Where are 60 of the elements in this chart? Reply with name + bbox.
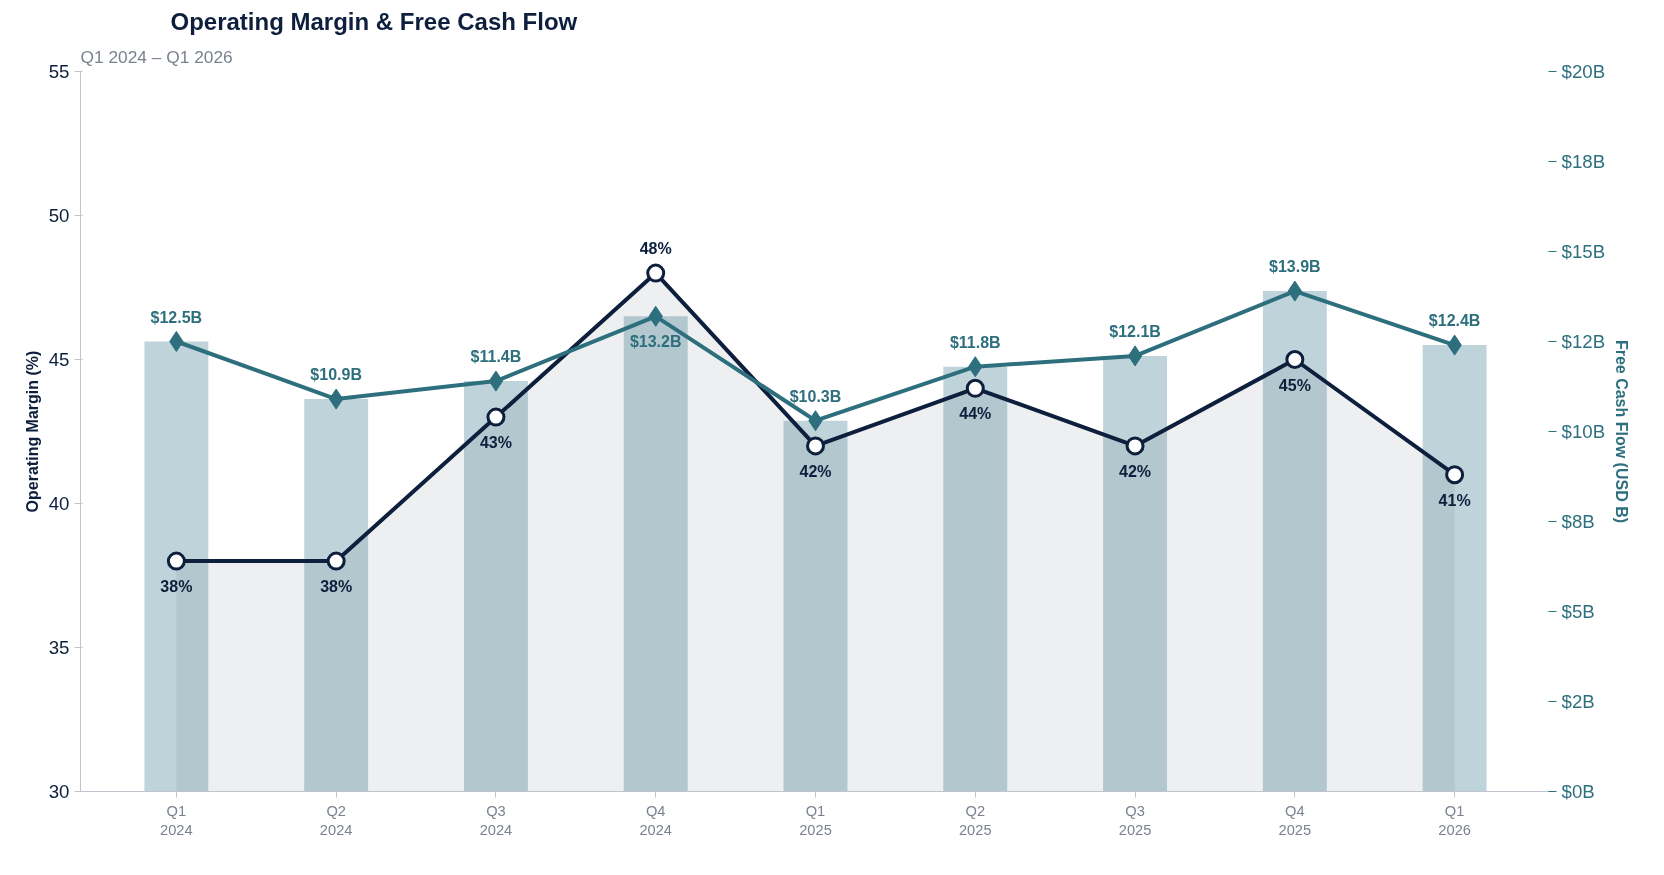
point (488, 370, 504, 392)
point (965, 378, 985, 398)
y2-tick-label: $10B (1561, 421, 1606, 442)
y2-tick-label: $2B (1561, 691, 1595, 712)
data-label: $12.5B (150, 308, 203, 326)
data-label: $13.2B (629, 333, 682, 351)
chart-title: Operating Margin & Free Cash Flow (170, 7, 578, 35)
point (1287, 280, 1303, 302)
x-tick-label: Q1 2025 (799, 802, 832, 838)
data-label: $10.3B (789, 387, 842, 405)
point (1127, 345, 1143, 367)
point (328, 388, 344, 410)
y2-tick-label: $5B (1561, 601, 1595, 622)
point (1125, 436, 1145, 456)
x-tick-label: Q1 2024 (160, 802, 193, 838)
data-label: 38% (160, 578, 193, 596)
x-tick-label: Q2 2025 (958, 802, 992, 838)
data-label: 44% (959, 405, 992, 423)
y-tick-label: 45 (48, 349, 70, 370)
data-label: $13.9B (1269, 258, 1321, 276)
data-label: 48% (639, 240, 672, 258)
y-axis-title: Operating Margin (%) (23, 350, 41, 513)
data-label: $10.9B (310, 366, 362, 384)
point (646, 263, 666, 283)
data-label: $11.8B (949, 333, 1001, 351)
point (1285, 350, 1305, 369)
y2-tick-label: $8B (1561, 511, 1595, 532)
data-label: 45% (1278, 376, 1311, 394)
x-tick-label: Q2 2024 (319, 802, 353, 838)
x-tick-label: Q1 2026 (1438, 802, 1471, 838)
point (169, 331, 184, 352)
y2-tick-label: $0B (1561, 781, 1595, 802)
data-label: $12.4B (1428, 312, 1481, 330)
point (326, 551, 346, 571)
y2-tick-label: $12B (1561, 331, 1606, 352)
chart-subtitle: Q1 2024 – Q1 2026 (80, 46, 233, 67)
data-label: 38% (320, 578, 353, 596)
point (1445, 465, 1465, 485)
y-tick-label: 50 (48, 205, 70, 226)
y-tick-label: 35 (48, 637, 70, 658)
x-tick-label: Q4 2025 (1278, 802, 1312, 838)
data-label: $11.4B (470, 348, 522, 366)
point (486, 407, 506, 427)
data-label: 42% (799, 462, 832, 480)
y-tick-label: 30 (48, 781, 70, 802)
x-tick-label: Q3 2024 (479, 802, 513, 838)
data-label: 41% (1438, 491, 1471, 509)
x-tick-label: Q4 2024 (639, 802, 673, 838)
y-tick-label: 40 (48, 493, 70, 514)
point (166, 551, 186, 571)
y2-tick-label: $15B (1561, 241, 1606, 262)
data-label: $12.1B (1109, 322, 1161, 340)
y2-tick-label: $20B (1561, 61, 1606, 82)
y2-axis-title: Free Cash Flow (USD B) (1613, 339, 1631, 524)
x-tick-label: Q3 2025 (1118, 802, 1152, 838)
y2-tick-label: $18B (1561, 151, 1606, 172)
point (806, 436, 825, 456)
y-tick-label: 55 (48, 61, 70, 82)
data-label: 43% (479, 434, 512, 452)
data-label: 42% (1119, 462, 1152, 480)
